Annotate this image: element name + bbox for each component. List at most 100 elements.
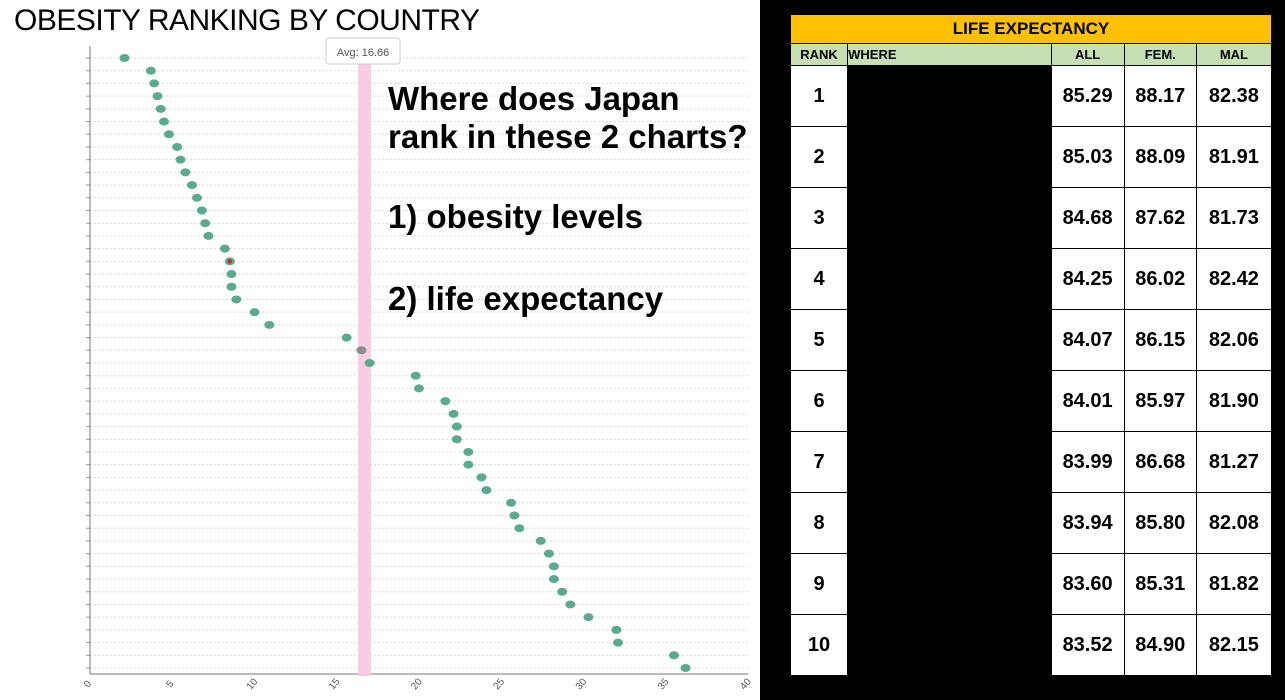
data-point (264, 320, 275, 329)
x-tick-label: 0 (82, 678, 94, 690)
fem-cell: 85.97 (1123, 370, 1197, 432)
fem-cell: 86.02 (1123, 248, 1197, 310)
mal-cell: 82.08 (1195, 492, 1273, 554)
fem-cell: 86.68 (1123, 431, 1197, 493)
where-cell (847, 614, 1052, 676)
all-cell: 83.60 (1050, 553, 1125, 615)
data-point (410, 371, 421, 380)
table-row: 2 85.03 88.09 81.91 (789, 126, 1273, 188)
data-point (611, 625, 622, 634)
data-point (249, 308, 260, 317)
rank-cell: 7 (789, 431, 849, 493)
question-item-1: 1) obesity levels (388, 198, 643, 235)
data-point (506, 498, 517, 507)
x-tick-label: 40 (738, 676, 754, 692)
average-tooltip (325, 37, 401, 65)
data-point (356, 346, 367, 355)
data-point (172, 142, 183, 151)
table-row: 1 85.29 88.17 82.38 (789, 65, 1273, 127)
redacted-country-block (848, 310, 1051, 370)
data-point (414, 384, 424, 393)
table-title: LIFE EXPECTANCY (790, 14, 1272, 44)
data-point (163, 130, 174, 139)
rank-cell: 3 (789, 187, 849, 249)
question-item-2: 2) life expectancy (388, 280, 664, 317)
data-point (145, 66, 156, 75)
table-row: 7 83.99 86.68 81.27 (789, 431, 1273, 493)
life-expectancy-table: LIFE EXPECTANCY RANK WHERE ALL FEM. MAL … (789, 14, 1273, 676)
data-point (159, 117, 170, 126)
all-cell: 84.01 (1050, 370, 1125, 432)
question-line-1: Where does Japan (388, 80, 680, 117)
data-point (451, 422, 462, 431)
redacted-country-block (848, 615, 1051, 675)
data-point (535, 536, 546, 545)
data-point (186, 181, 197, 190)
data-point (152, 92, 163, 101)
rank-cell: 6 (789, 370, 849, 432)
fem-cell: 84.90 (1123, 614, 1197, 676)
table-row: 9 83.60 85.31 81.82 (789, 553, 1273, 615)
data-point (341, 333, 352, 342)
mal-cell: 81.90 (1195, 370, 1273, 432)
fem-cell: 88.09 (1123, 126, 1197, 188)
x-tick-label: 30 (574, 676, 590, 692)
mal-cell: 81.82 (1195, 553, 1273, 615)
mal-cell: 82.15 (1195, 614, 1273, 676)
x-tick-label: 25 (492, 676, 508, 692)
fem-cell: 86.15 (1123, 309, 1197, 371)
x-tick-label: 5 (164, 678, 176, 690)
data-point (680, 664, 691, 672)
x-tick-label: 20 (409, 676, 425, 692)
where-cell (847, 126, 1052, 188)
all-cell: 83.52 (1050, 614, 1125, 676)
all-cell: 83.99 (1050, 431, 1125, 493)
data-point (451, 435, 462, 444)
data-point (219, 244, 230, 253)
question-line-2: rank in these 2 charts? (388, 118, 748, 155)
rank-cell: 5 (789, 309, 849, 371)
redacted-country-block (848, 66, 1051, 126)
mal-cell: 81.91 (1195, 126, 1273, 188)
table-header-row: RANK WHERE ALL FEM. MAL (789, 43, 1273, 66)
rank-cell: 10 (789, 614, 849, 676)
all-cell: 84.68 (1050, 187, 1125, 249)
data-point (548, 575, 559, 584)
redacted-country-block (848, 432, 1051, 492)
where-cell (847, 492, 1052, 554)
table-row: 8 83.94 85.80 82.08 (789, 492, 1273, 554)
rank-cell: 4 (789, 248, 849, 310)
where-cell (847, 65, 1052, 127)
data-point (514, 524, 525, 533)
redacted-country-block (848, 249, 1051, 309)
obesity-scatter-chart: Avg: 16.66 0 5 10 15 20 25 30 35 40 (82, 37, 754, 692)
data-point (226, 282, 237, 291)
data-point (509, 511, 520, 520)
where-cell (847, 248, 1052, 310)
table-row: 4 84.25 86.02 82.42 (789, 248, 1273, 310)
rank-cell: 1 (789, 65, 849, 127)
where-cell (847, 553, 1052, 615)
fem-cell: 88.17 (1123, 65, 1197, 127)
fem-cell: 85.31 (1123, 553, 1197, 615)
mal-cell: 81.73 (1195, 187, 1273, 249)
header-all: ALL (1050, 43, 1125, 66)
x-tick-label: 15 (327, 676, 343, 692)
all-cell: 85.03 (1050, 126, 1125, 188)
where-cell (847, 431, 1052, 493)
average-band (358, 62, 372, 676)
x-tick-label: 10 (245, 676, 261, 692)
data-point (200, 219, 211, 228)
table-row: 10 83.52 84.90 82.15 (789, 614, 1273, 676)
data-point (668, 651, 679, 660)
header-fem: FEM. (1123, 43, 1197, 66)
data-point (613, 638, 624, 647)
highlight-point (227, 259, 233, 264)
rank-cell: 9 (789, 553, 849, 615)
where-cell (847, 370, 1052, 432)
table-row: 6 84.01 85.97 81.90 (789, 370, 1273, 432)
all-cell: 83.94 (1050, 492, 1125, 554)
all-cell: 84.07 (1050, 309, 1125, 371)
data-point (180, 168, 191, 177)
data-point (463, 447, 474, 456)
